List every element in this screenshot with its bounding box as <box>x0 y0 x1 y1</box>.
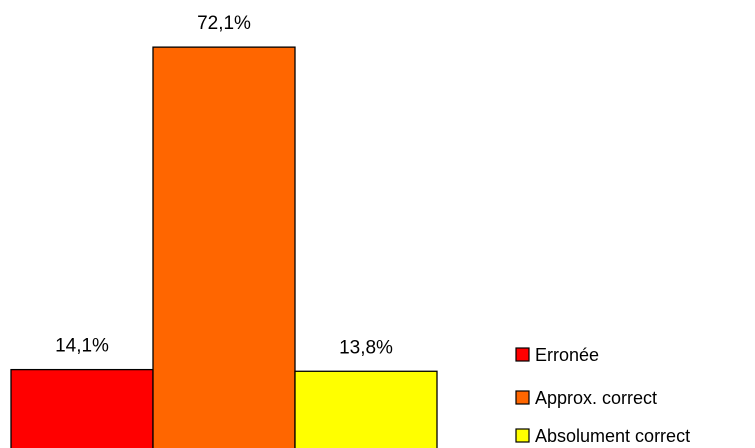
value-label-absolument-correct: 13,8% <box>339 337 393 358</box>
legend-label-approx-correct: Approx. correct <box>535 388 657 408</box>
legend-label-absolument-correct: Absolument correct <box>535 426 690 446</box>
bar-absolument-correct <box>294 370 438 448</box>
legend-swatch-approx-correct <box>515 390 530 405</box>
value-label-erronee: 14,1% <box>55 336 109 357</box>
bar-erronee <box>10 368 154 448</box>
legend-item-absolument-correct: Absolument correct <box>515 426 690 446</box>
bar-approx-correct <box>152 46 296 448</box>
bars-group <box>10 46 438 448</box>
legend-item-approx-correct: Approx. correct <box>515 388 657 408</box>
legend-swatch-absolument-correct <box>515 428 530 443</box>
value-label-approx-correct: 72,1% <box>197 13 251 34</box>
legend-item-erronee: Erronée <box>515 345 599 365</box>
legend-label-erronee: Erronée <box>535 345 599 365</box>
value-labels-group: 14,1% 72,1% 13,8% <box>55 13 393 358</box>
legend: Erronée Approx. correct Absolument corre… <box>515 345 690 446</box>
legend-swatch-erronee <box>515 347 530 362</box>
